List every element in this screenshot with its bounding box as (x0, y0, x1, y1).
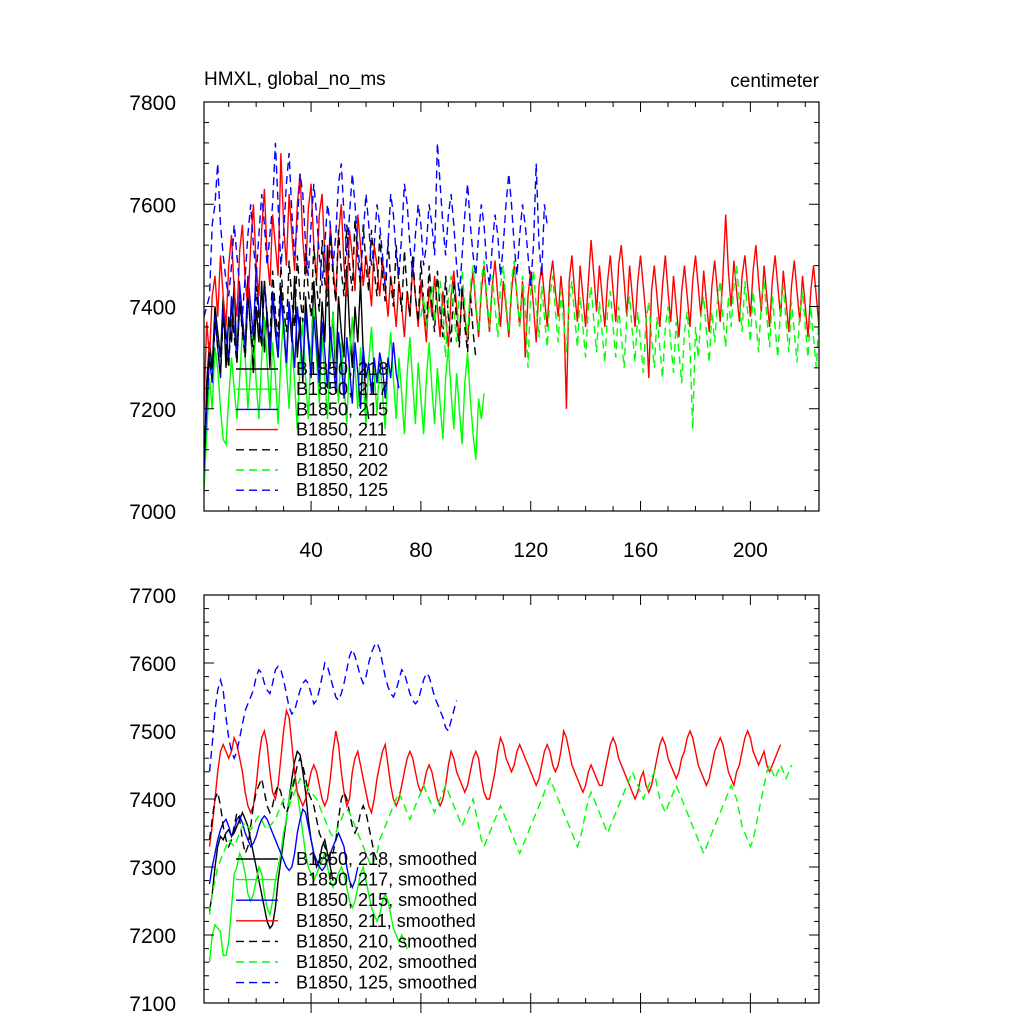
y-tick-label: 7300 (129, 857, 176, 880)
x-tick-label: 200 (733, 539, 768, 562)
series-line-2 (208, 776, 408, 963)
series-group (208, 641, 793, 963)
legend-label: B1850, 210, smoothed (296, 931, 477, 951)
series-group (204, 142, 819, 491)
legend-label: B1850, 211 (296, 420, 387, 440)
legend-label: B1850, 215, smoothed (296, 890, 477, 910)
legend-label: B1850, 218 (296, 359, 388, 379)
x-tick-label: 120 (513, 539, 548, 562)
series-line-4 (208, 707, 782, 847)
series-line-4 (204, 153, 819, 409)
legend-label: B1850, 210 (296, 440, 388, 460)
y-tick-label: 7600 (129, 653, 176, 676)
series-line-5 (208, 756, 381, 868)
y-tick-label: 7200 (129, 399, 176, 422)
series-line-7 (204, 142, 548, 317)
legend-label: B1850, 125 (296, 480, 388, 500)
series-line-6 (420, 260, 819, 430)
legend-label: B1850, 202, smoothed (296, 952, 477, 972)
bottom-panel: 7100 7200 7300 7400 7500 7600 7700 B1850, 218, … (129, 585, 820, 1016)
legend-label: B1850, 218, smoothed (296, 849, 477, 869)
y-tick-label: 7200 (129, 925, 176, 948)
y-tick-label: 7500 (129, 721, 176, 744)
units-label: centimeter (730, 71, 819, 92)
legend-label: B1850, 217, smoothed (296, 870, 477, 890)
legend-label: B1850, 215 (296, 399, 388, 419)
y-tick-label: 7000 (129, 501, 176, 524)
y-tick-label: 7400 (129, 789, 176, 812)
x-tick-label: 80 (409, 539, 432, 562)
x-tick-label: 40 (299, 539, 322, 562)
y-tick-label: 7100 (129, 993, 176, 1016)
y-tick-label: 7800 (129, 92, 176, 115)
legend-label: B1850, 125, smoothed (296, 973, 477, 993)
legend-label: B1850, 211, smoothed (296, 911, 476, 931)
chart-title: HMXL, global_no_ms (204, 69, 386, 90)
y-tick-label: 7700 (129, 585, 176, 608)
legend-label: B1850, 217 (296, 379, 388, 399)
series-line-7 (208, 641, 458, 772)
series-line-6 (208, 763, 793, 915)
y-tick-label: 7600 (129, 194, 176, 217)
x-tick-label: 160 (623, 539, 658, 562)
top-panel: 7000 7200 7400 7600 7800 40 80 120 160 200 HMXL, g… (129, 69, 819, 562)
y-tick-label: 7400 (129, 297, 176, 320)
legend-label: B1850, 202 (296, 460, 388, 480)
